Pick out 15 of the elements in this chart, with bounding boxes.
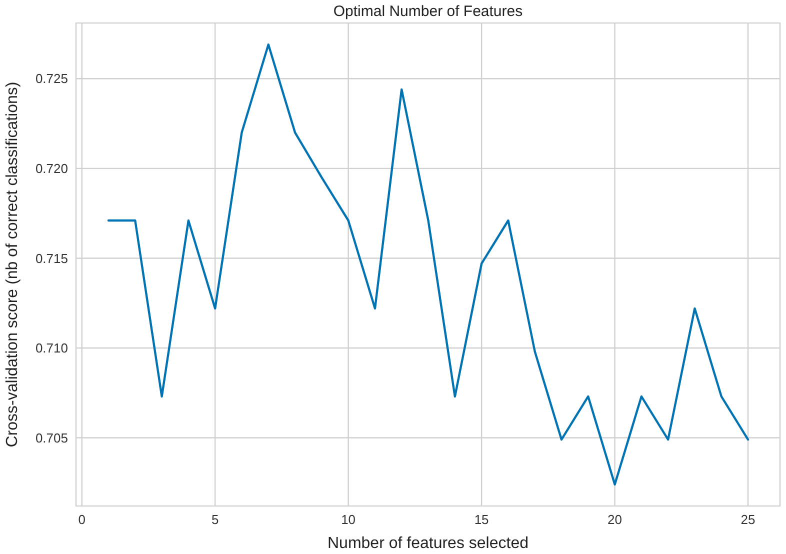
x-tick-label: 10: [341, 512, 356, 527]
x-axis-title: Number of features selected: [328, 535, 528, 552]
x-tick-label: 20: [608, 512, 622, 527]
x-tick-label: 0: [78, 512, 86, 527]
y-tick-label: 0.715: [35, 250, 68, 266]
y-axis-title: Cross-validation score (nb of correct classifications): [4, 82, 21, 448]
x-tick-label: 25: [740, 512, 756, 527]
y-tick-label: 0.725: [35, 71, 68, 86]
y-tick-label: 0.710: [35, 340, 68, 356]
x-tick-label: 15: [474, 512, 489, 527]
line-series: [107, 43, 750, 486]
y-tick-label: 0.705: [35, 430, 68, 446]
chart-title: Optimal Number of Features: [333, 3, 523, 20]
x-tick-label: 5: [211, 512, 219, 527]
y-tick-label: 0.720: [35, 160, 68, 176]
